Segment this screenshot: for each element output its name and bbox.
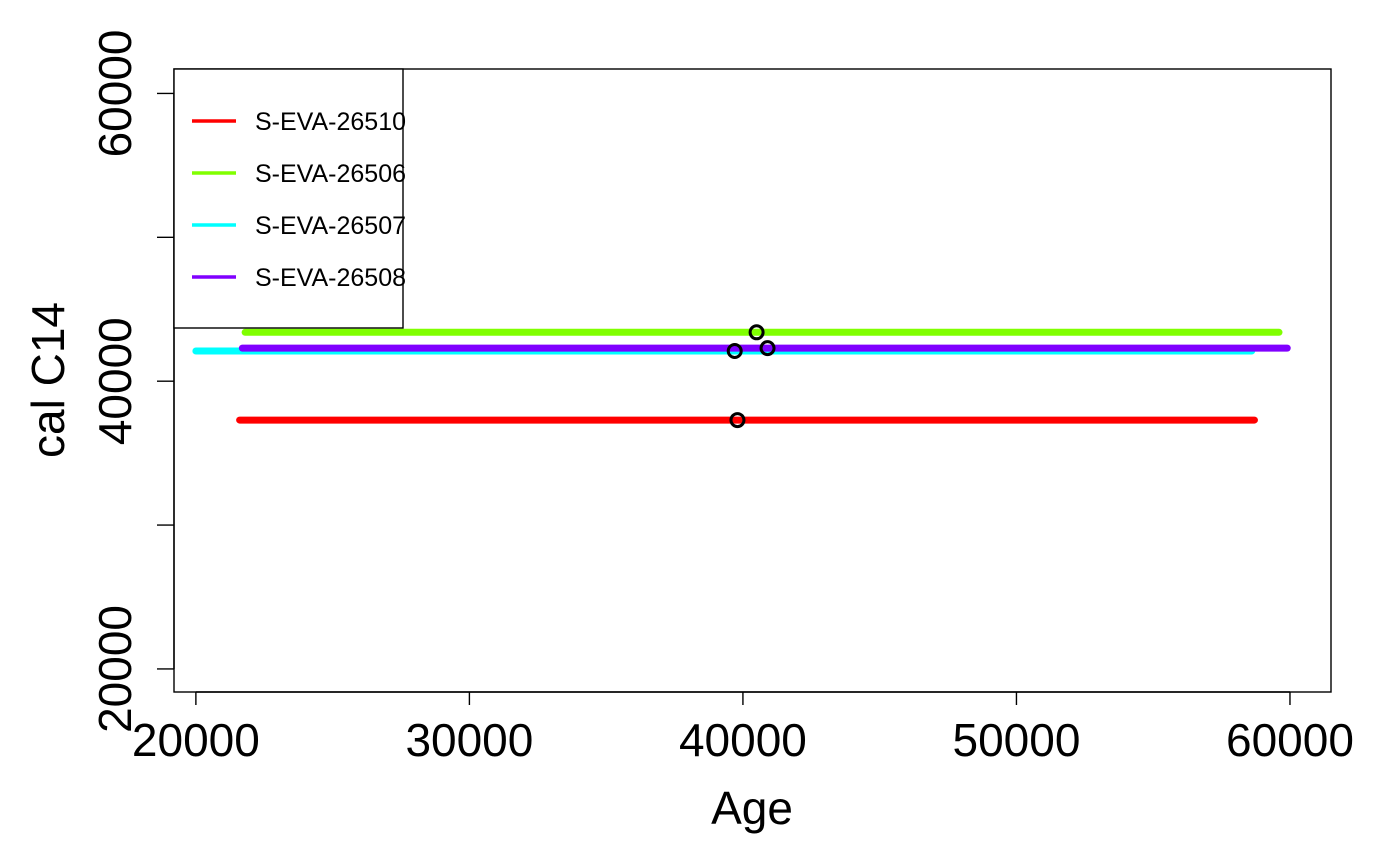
y-axis-title: cal C14: [22, 302, 74, 458]
point-layer: [726, 324, 776, 429]
x-tick-label: 30000: [405, 714, 533, 766]
x-tick-label: 60000: [1226, 714, 1354, 766]
x-tick-label: 40000: [679, 714, 807, 766]
y-axis: 20000 40000 60000: [89, 29, 175, 733]
legend-box: [173, 68, 404, 329]
data-point-S-EVA-26508: [759, 340, 776, 357]
data-point-S-EVA-26507: [726, 343, 743, 360]
legend-label: S-EVA-26508: [255, 264, 406, 292]
data-point-S-EVA-26506: [748, 324, 765, 341]
x-tick-label: 50000: [952, 714, 1080, 766]
y-tick-label: 40000: [89, 317, 141, 445]
legend-label: S-EVA-26510: [255, 108, 406, 136]
legend-label: S-EVA-26506: [255, 160, 406, 188]
x-axis-title: Age: [711, 782, 793, 834]
y-tick-label: 20000: [89, 605, 141, 733]
y-tick-label: 60000: [89, 29, 141, 157]
legend: S-EVA-26510 S-EVA-26506 S-EVA-26507 S-EVA-2…: [173, 68, 406, 329]
series-layer: [192, 328, 1291, 424]
x-tick-label: 20000: [132, 714, 260, 766]
data-point-S-EVA-26510: [729, 412, 746, 429]
legend-label: S-EVA-26507: [255, 212, 406, 240]
x-axis: 20000 30000 40000 50000 60000: [132, 691, 1354, 766]
